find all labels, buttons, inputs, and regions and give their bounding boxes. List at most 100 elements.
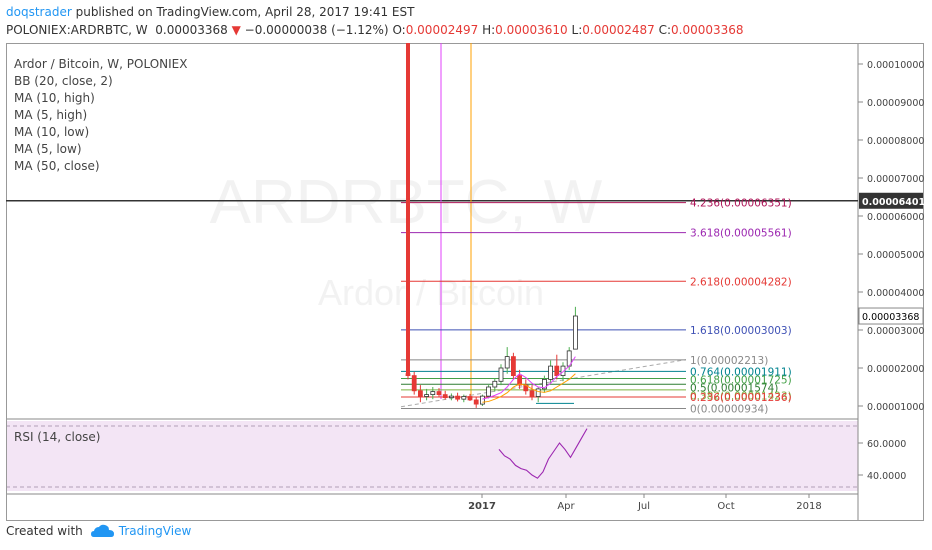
low-label: L: (571, 23, 583, 37)
price-layer (6, 43, 858, 408)
time-tick-label: Apr (557, 501, 575, 512)
current-price-label: 0.00003368 (862, 312, 919, 323)
candle-body (455, 395, 461, 400)
candle-body (430, 391, 436, 395)
low-value: 0.00002487 (582, 23, 655, 37)
candle-body (479, 395, 485, 405)
high-label: H: (482, 23, 496, 37)
price-tick-label: 0.00002000 (867, 364, 924, 375)
watermark-name: Ardor / Bitcoin (318, 272, 544, 313)
candle-body (535, 388, 541, 397)
legend-item[interactable]: MA (10, low) (14, 125, 90, 139)
price-tick-label: 0.00005000 (867, 250, 924, 261)
open-label: O: (392, 23, 406, 37)
candle-body (573, 315, 578, 350)
rsi-line (498, 428, 588, 479)
close-value: 0.00003368 (671, 23, 744, 37)
candles (405, 43, 578, 408)
price-tick-label: 0.00006000 (867, 212, 924, 223)
horizontal-line-price-box (859, 192, 923, 209)
price-tick-label: 0.00004000 (867, 288, 924, 299)
symbol-label: POLONIEX:ARDRBTC, W (6, 23, 148, 37)
rsi-tick-label: 60.0000 (867, 439, 906, 450)
horizontal-line-price-label: 0.00006401 (862, 197, 924, 208)
fib-level-label: 3.618(0.00005561) (690, 228, 792, 240)
high-value: 0.00003610 (495, 23, 568, 37)
candle-body (504, 356, 510, 369)
fib-level-label: 0.5(0.00001574) (690, 382, 778, 394)
publisher-link[interactable]: doqstrader (6, 5, 72, 19)
price-chart[interactable]: ARDRBTC, W Ardor / Bitcoin RSI (14, clos… (6, 43, 924, 521)
candle-body (448, 395, 454, 399)
down-triangle-icon: ▼ (231, 23, 241, 37)
tradingview-cloud-icon (90, 524, 114, 537)
legend-item[interactable]: MA (10, high) (14, 91, 95, 105)
created-with-label: Created with (6, 524, 83, 538)
ma-line (482, 356, 576, 400)
candle-body (510, 356, 516, 377)
price-tick-label: 0.00001000 (867, 402, 924, 413)
fib-level-label: 0.236(0.00001236) (690, 392, 792, 404)
candle-body (417, 390, 423, 397)
published-text: published on TradingView.com, April 28, … (75, 5, 415, 19)
fib-level-label: 0(0.00000934) (690, 404, 768, 416)
axes: 0.00010000 0.00009000 0.00008000 0.00007000… (468, 60, 924, 512)
rsi-tick-label: 40.0000 (867, 471, 906, 482)
fib-level-label: 2.618(0.00004282) (690, 276, 792, 288)
rsi-label: RSI (14, close) (14, 430, 100, 444)
chart-border (6, 43, 924, 521)
candle-body (486, 386, 492, 397)
ma-line (482, 373, 576, 403)
candle-body (517, 375, 523, 386)
trend-line (400, 359, 687, 408)
legend-item[interactable]: MA (5, low) (14, 142, 82, 156)
candle-body (442, 394, 448, 399)
price-change: −0.00000038 (−1.12%) (244, 23, 389, 37)
candle-body (529, 390, 535, 397)
footer: Created with TradingView (6, 524, 191, 538)
legend-item[interactable]: MA (50, close) (14, 159, 100, 173)
price-tick-label: 0.00010000 (867, 60, 924, 71)
price-tick-label: 0.00003000 (867, 326, 924, 337)
fib-level-label: 1.618(0.00003003) (690, 325, 792, 337)
fib-level-label: 4.236(0.00006351) (690, 198, 792, 210)
candle-body (473, 399, 479, 405)
last-price: 0.00003368 (155, 23, 228, 37)
fib-level-label: 0.764(0.00001911) (690, 366, 792, 378)
candle-body (467, 396, 473, 401)
fib-level-label: 0.618(0.00001725) (690, 374, 792, 386)
candle-body (548, 365, 553, 380)
legend-title: Ardor / Bitcoin, W, POLONIEX (14, 57, 188, 71)
time-tick-label: 2018 (796, 501, 821, 512)
candle-body (411, 375, 417, 392)
price-tick-label: 0.00007000 (867, 174, 924, 185)
fib-level-label: 1(0.00002213) (690, 355, 768, 367)
time-tick-label: 2017 (468, 501, 496, 512)
candle-body (498, 367, 504, 382)
candle-body (436, 391, 442, 395)
candle-body (554, 365, 560, 377)
current-price-box (858, 307, 924, 325)
rsi-layer (498, 428, 588, 479)
publish-info: doqstrader published on TradingView.com,… (6, 5, 414, 19)
close-label: C: (658, 23, 672, 37)
candle-body (492, 380, 498, 388)
candle-body (560, 365, 566, 377)
time-tick-label: Oct (717, 501, 734, 512)
open-value: 0.00002497 (405, 23, 479, 37)
price-tick-label: 0.00008000 (867, 136, 924, 147)
candle-body (406, 43, 410, 374)
legend-item[interactable]: MA (5, high) (14, 108, 88, 122)
legend-item[interactable]: BB (20, close, 2) (14, 74, 113, 88)
candle-body (405, 373, 411, 377)
price-tick-label: 0.00009000 (867, 98, 924, 109)
candle-body (542, 378, 547, 390)
tradingview-link[interactable]: TradingView (118, 524, 192, 538)
candle-body (424, 394, 430, 397)
fib-level-label: 0.382(0.00001423) (690, 390, 792, 402)
rsi-pane-background (6, 421, 858, 491)
chart-legend: Ardor / Bitcoin, W, POLONIEX BB (20, clo… (14, 56, 187, 175)
time-tick-label: Jul (637, 501, 650, 512)
candle-body (461, 396, 467, 400)
ohlc-bar: POLONIEX:ARDRBTC, W 0.00003368 ▼ −0.0000… (6, 23, 744, 37)
